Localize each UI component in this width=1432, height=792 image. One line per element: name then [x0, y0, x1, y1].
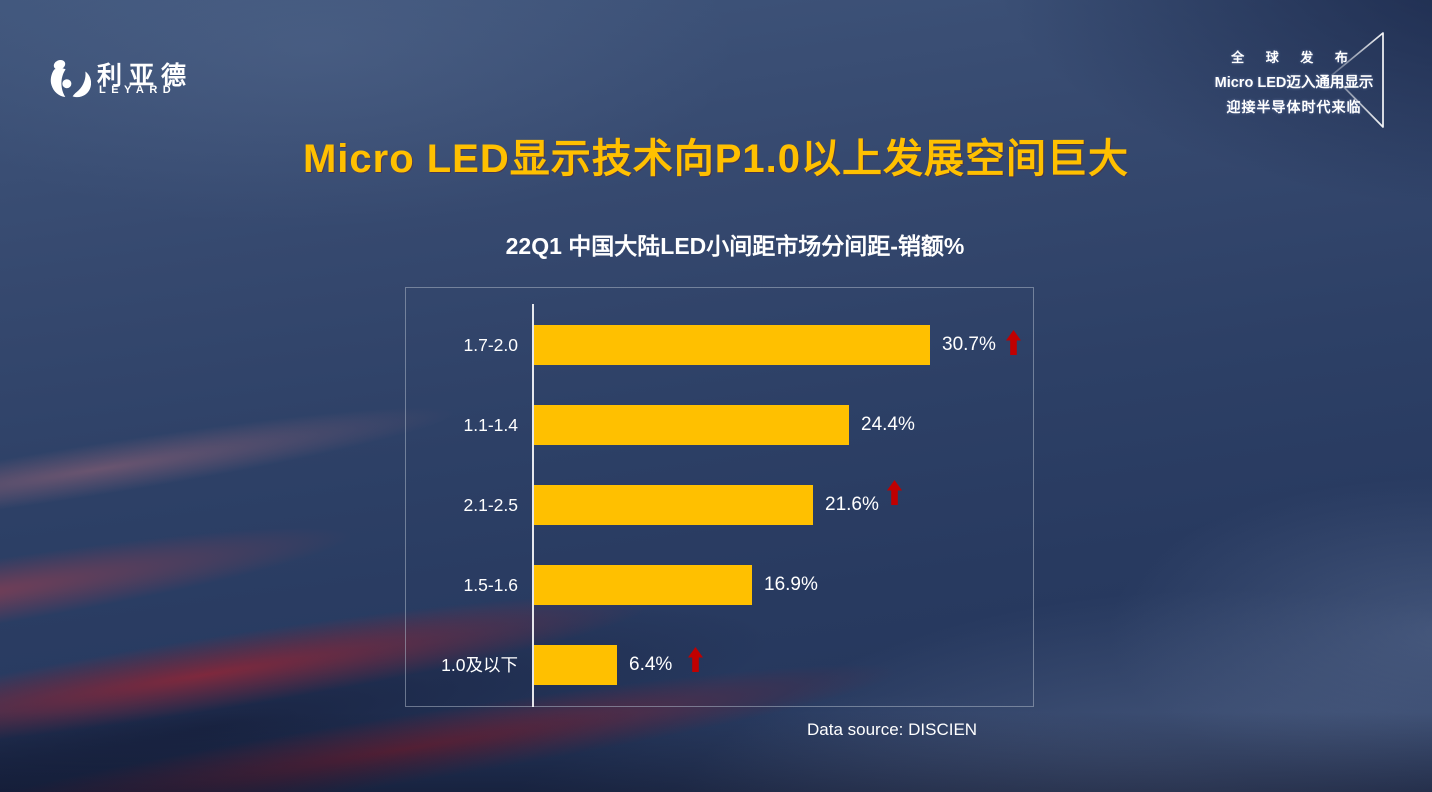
leyard-logo: 利亚德 LEYARD: [49, 56, 186, 100]
leyard-bird-icon: [50, 59, 91, 98]
slide-title: Micro LED显示技术向P1.0以上发展空间巨大: [302, 137, 1130, 181]
bottom-shade: [0, 712, 1432, 792]
up-arrow-icon: [688, 646, 704, 672]
bar-annotation: 30.7%: [942, 325, 1021, 365]
bar: [534, 405, 849, 445]
screen-outline-icon: [1331, 32, 1384, 128]
category-label: 1.1-1.4: [463, 415, 518, 435]
category-label: 2.1-2.5: [463, 495, 518, 515]
chart-row: 1.0及以下 6.4%: [406, 645, 1033, 685]
up-arrow-icon: [886, 479, 902, 505]
bar: [534, 485, 813, 525]
bar-annotation: 16.9%: [764, 565, 818, 605]
value-label: 30.7%: [942, 334, 996, 355]
category-label: 1.0及以下: [441, 655, 518, 675]
chart-title: 22Q1 中国大陆LED小间距市场分间距-销额%: [505, 233, 965, 259]
category-label: 1.5-1.6: [463, 575, 518, 595]
corner-banner: 全 球 发 布 Micro LED迈入通用显示 迎接半导体时代来临: [1200, 47, 1388, 117]
logo-name-cn: 利亚德: [97, 62, 194, 90]
bar-annotation: 6.4%: [629, 645, 704, 685]
bar: [534, 645, 617, 685]
category-label: 1.7-2.0: [463, 335, 518, 355]
value-label: 6.4%: [629, 654, 673, 675]
chart-row: 1.1-1.4 24.4%: [406, 405, 1033, 445]
corner-banner-line-1: 全 球 发 布: [1231, 50, 1357, 65]
data-source: Data source: DISCIEN: [807, 720, 978, 739]
value-label: 21.6%: [825, 494, 879, 515]
bar: [534, 325, 930, 365]
logo-name-en: LEYARD: [99, 84, 177, 96]
corner-banner-line-3: 迎接半导体时代来临: [1226, 99, 1362, 115]
bar: [534, 565, 752, 605]
corner-banner-line-2: Micro LED迈入通用显示: [1214, 75, 1374, 91]
bar-annotation: 24.4%: [861, 405, 915, 445]
value-label: 16.9%: [764, 574, 818, 595]
chart-row: 1.7-2.0 30.7%: [406, 325, 1033, 365]
y-axis-line: [532, 304, 534, 707]
up-arrow-icon: [1005, 329, 1021, 355]
value-label: 24.4%: [861, 414, 915, 435]
bar-chart: 1.7-2.0 30.7% 1.1-1.4 24.4% 2.1-2.5 21.6% 1.5-…: [405, 287, 1034, 707]
chart-row: 1.5-1.6 16.9%: [406, 565, 1033, 605]
bar-annotation: 21.6%: [825, 479, 902, 525]
chart-row: 2.1-2.5 21.6%: [406, 479, 1033, 525]
